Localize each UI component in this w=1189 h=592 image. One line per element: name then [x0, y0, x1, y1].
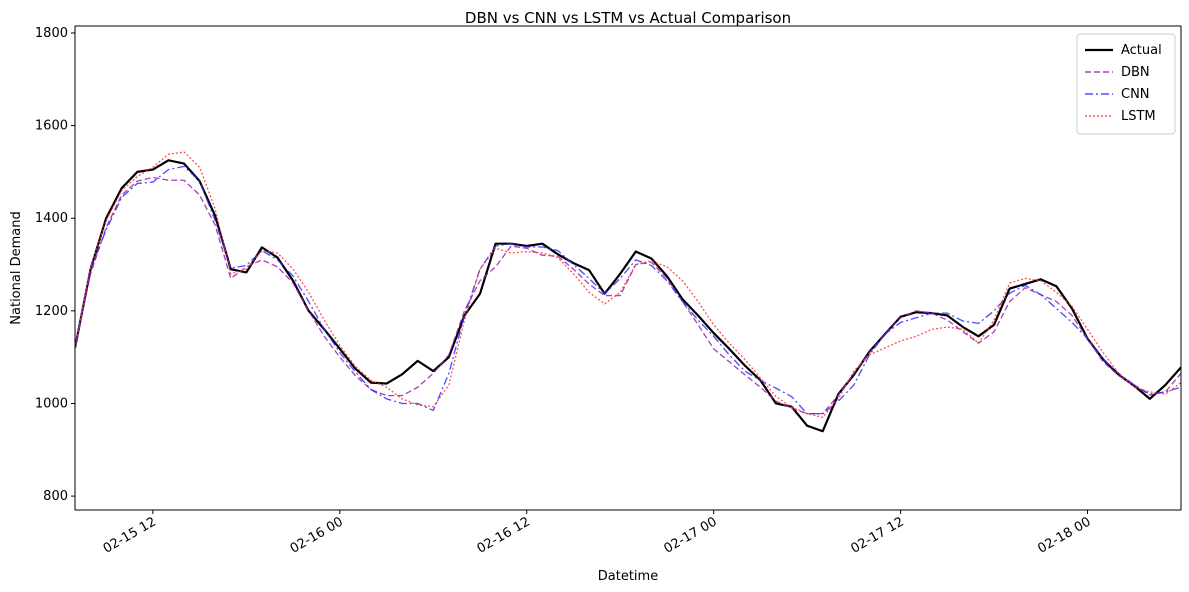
y-tick-label: 1800 [35, 26, 68, 41]
y-tick-label: 1200 [35, 304, 68, 319]
legend-label: Actual [1121, 43, 1162, 58]
legend-label: CNN [1121, 87, 1150, 102]
legend-label: LSTM [1121, 109, 1156, 124]
x-axis-label: Datetime [598, 569, 658, 584]
series-line [75, 151, 1181, 419]
y-tick-label: 1400 [35, 211, 68, 226]
y-axis-label: National Demand [9, 211, 24, 324]
legend-label: DBN [1121, 65, 1150, 80]
series-line [75, 165, 1181, 415]
plot-frame [74, 25, 1182, 511]
series-line [75, 176, 1181, 415]
y-tick-label: 800 [43, 489, 68, 504]
series-line [75, 159, 1181, 433]
legend-box [1076, 33, 1176, 135]
y-tick-label: 1000 [35, 396, 68, 411]
y-tick-label: 1600 [35, 119, 68, 134]
chart-title: DBN vs CNN vs LSTM vs Actual Comparison [465, 9, 791, 27]
